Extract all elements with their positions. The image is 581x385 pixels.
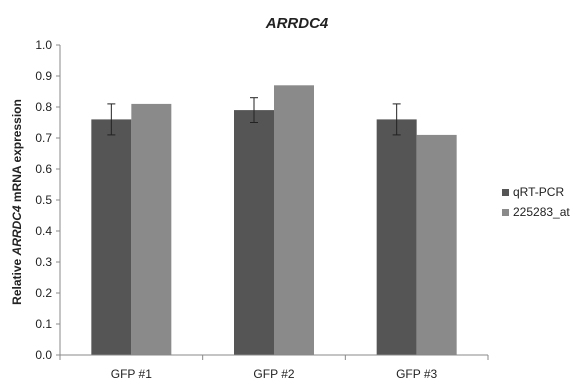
x-tick-label: GFP #2 [253, 367, 294, 381]
bar [234, 110, 274, 355]
x-tick-label: GFP #1 [111, 367, 152, 381]
bar [131, 103, 172, 356]
legend: qRT-PCR 225283_at [502, 185, 570, 219]
y-tick-label: 1.0 [35, 38, 52, 52]
y-axis: 0.0 0.1 0.2 0.3 0.4 0.5 0.6 0.7 0.8 0.9 1.0 [35, 38, 61, 362]
bar [274, 85, 314, 356]
y-tick-label: 0.3 [35, 255, 52, 269]
y-axis-label-suffix: mRNA expression [10, 99, 24, 205]
y-tick-label: 0.5 [35, 193, 52, 207]
chart-title: ARRDC4 [265, 15, 329, 32]
y-axis-label-gene: ARRDC4 [10, 205, 24, 256]
y-tick-label: 0.9 [35, 69, 52, 83]
y-tick-label: 0.6 [35, 162, 52, 176]
y-tick-label: 0.2 [35, 286, 52, 300]
legend-swatch [502, 209, 509, 216]
bar [416, 134, 457, 355]
x-tick-label: GFP #3 [396, 367, 437, 381]
bar [376, 119, 417, 356]
legend-label: qRT-PCR [513, 185, 564, 199]
y-tick-label: 0.1 [35, 317, 52, 331]
y-axis-label: Relative ARRDC4 mRNA expression [10, 99, 24, 305]
legend-swatch [502, 189, 509, 196]
y-tick-label: 0.8 [35, 100, 52, 114]
y-tick-label: 0.0 [35, 348, 52, 362]
y-tick-label: 0.7 [35, 131, 52, 145]
x-axis: GFP #1 GFP #2 GFP #3 [59, 354, 489, 381]
bar [91, 119, 132, 356]
legend-label: 225283_at [513, 205, 570, 219]
plot-area [91, 85, 457, 356]
y-axis-label-prefix: Relative [10, 255, 24, 304]
y-tick-label: 0.4 [35, 224, 52, 238]
